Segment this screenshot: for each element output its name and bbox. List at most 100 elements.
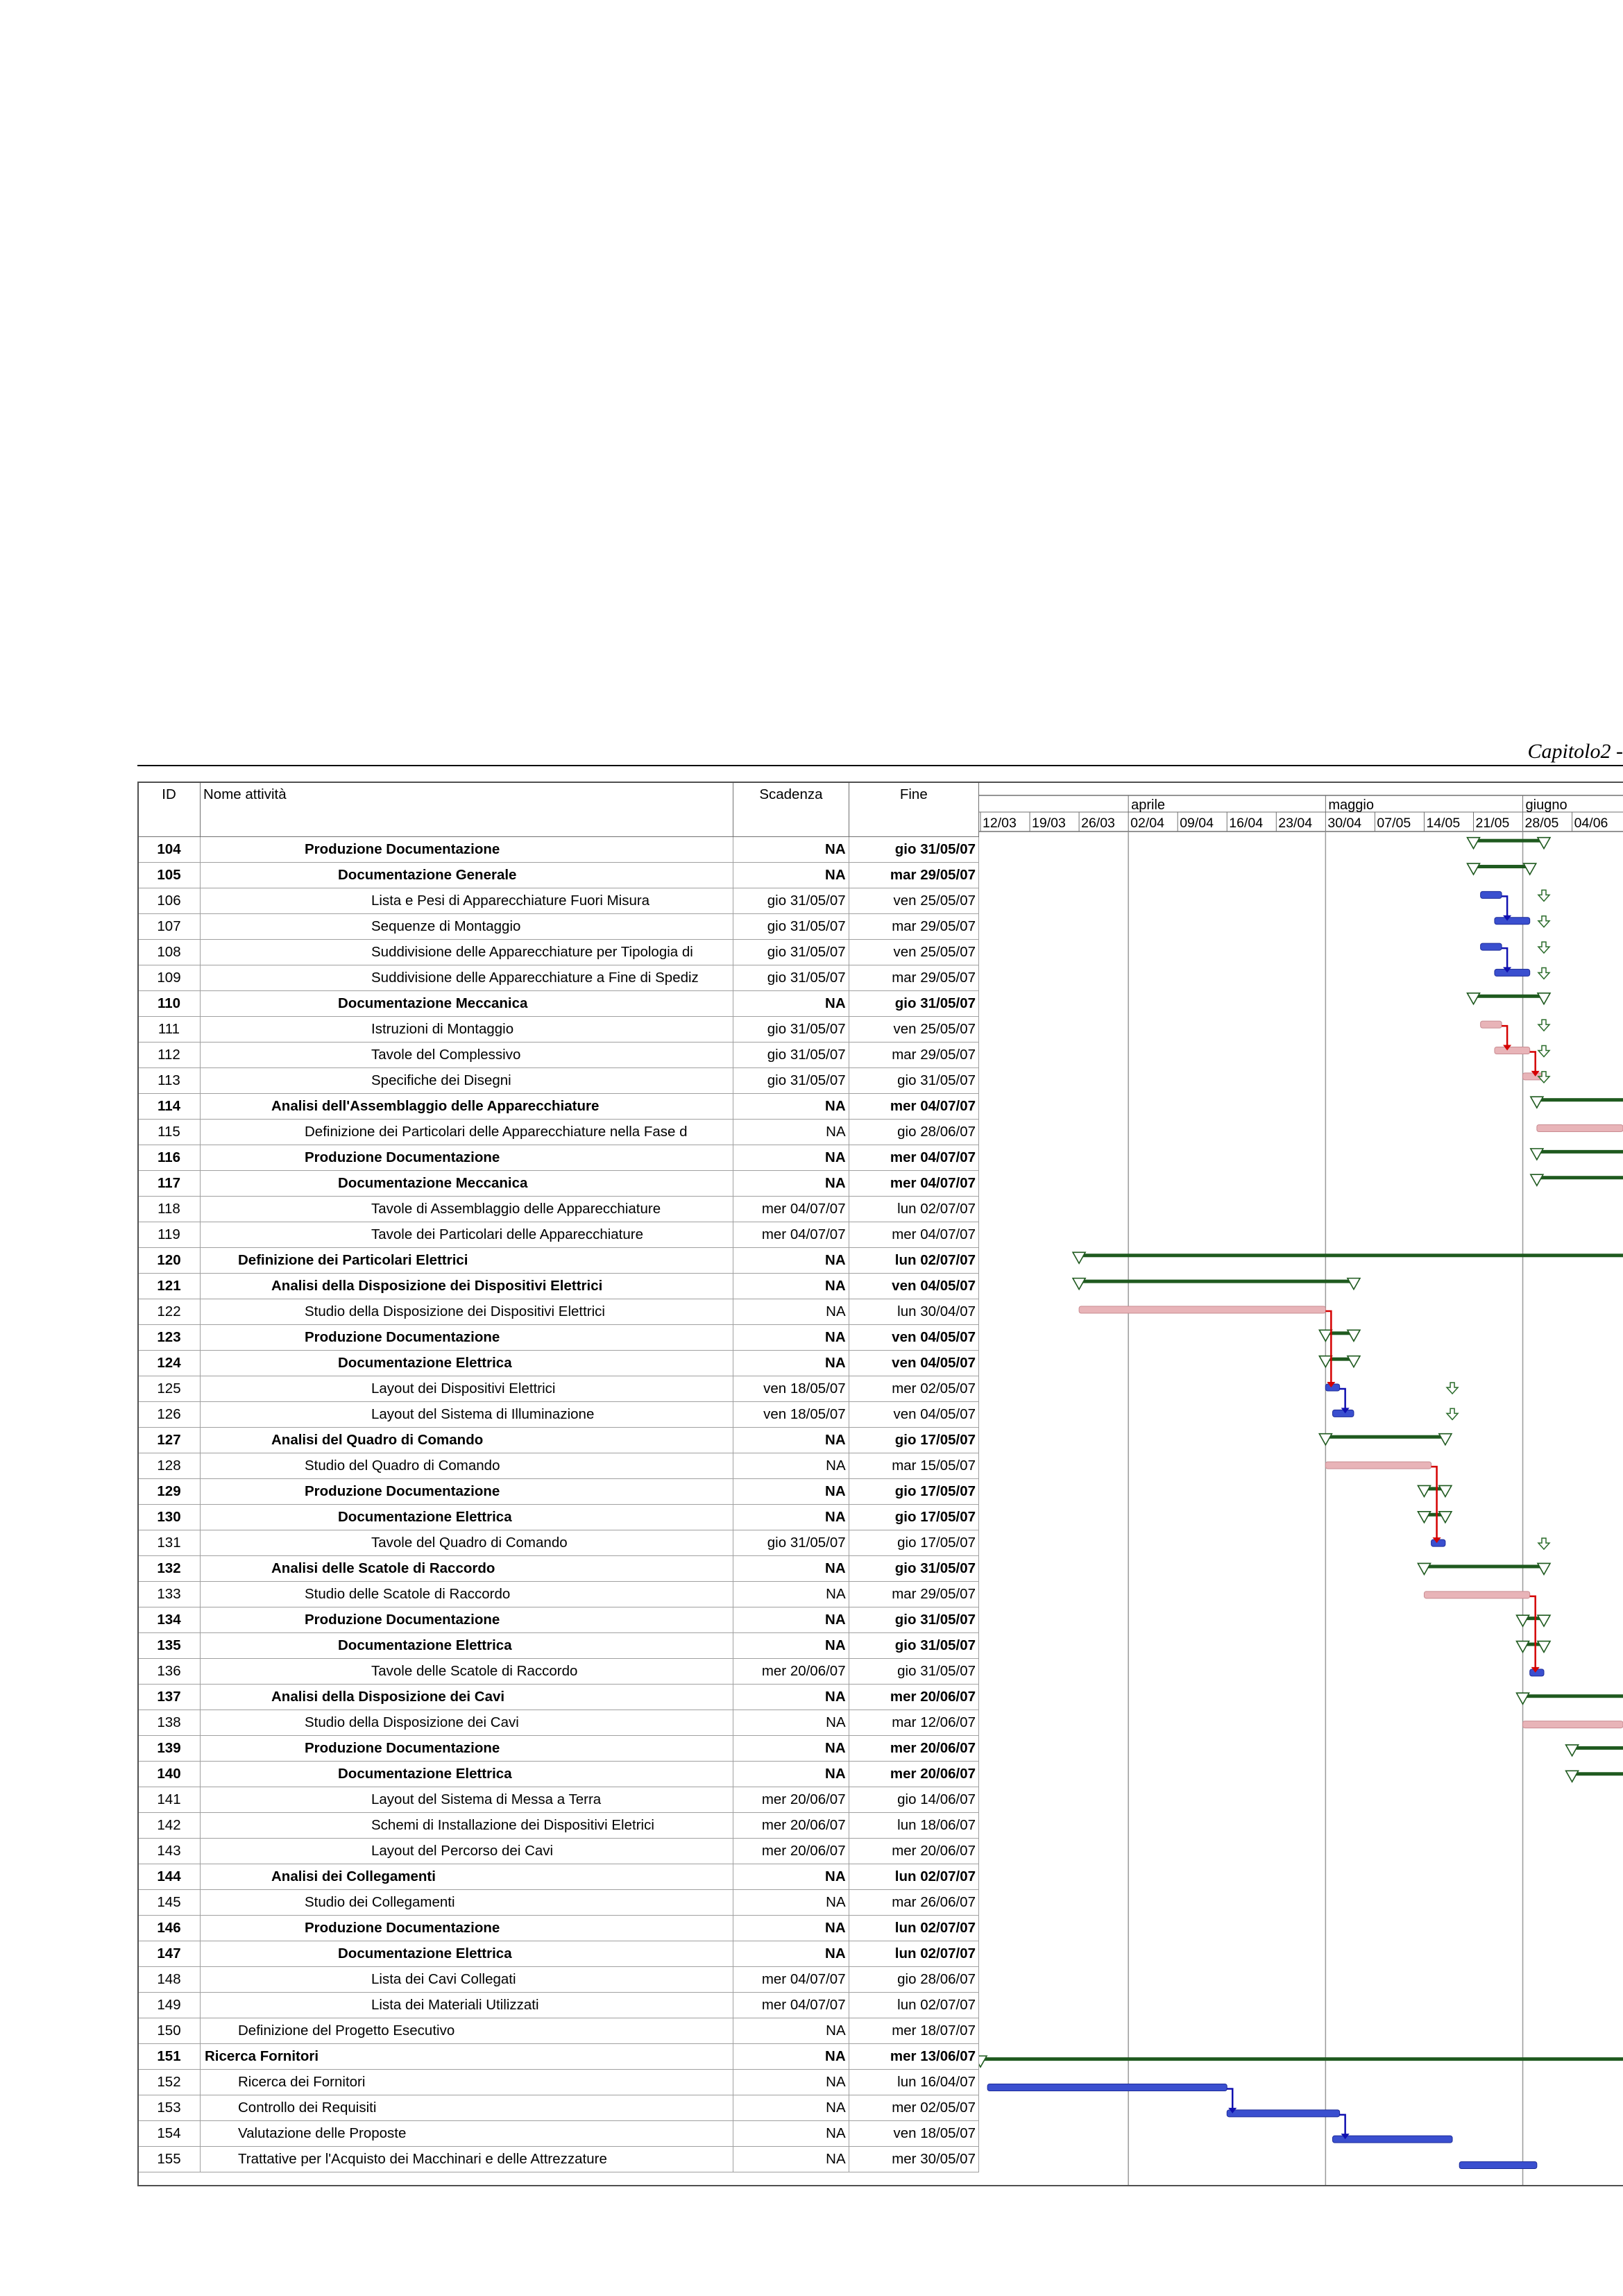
- summary-bar: [1325, 1357, 1354, 1361]
- task-end: mar 12/06/07: [848, 1710, 980, 1736]
- table-row[interactable]: 150 Definizione del Progetto Esecutivo NA m…: [137, 2018, 980, 2044]
- table-row[interactable]: 130 Documentazione Elettrica NA gio 17/05/0…: [137, 1504, 980, 1530]
- task-end: ven 04/05/07: [848, 1273, 980, 1299]
- task-end: gio 17/05/07: [848, 1478, 980, 1505]
- table-row[interactable]: 138 Studio della Disposizione dei Cavi NA m…: [137, 1710, 980, 1736]
- table-row[interactable]: 105 Documentazione Generale NA mar 29/05/07: [137, 862, 980, 888]
- table-row[interactable]: 111 Istruzioni di Montaggio gio 31/05/07 ve…: [137, 1016, 980, 1043]
- table-row[interactable]: 121 Analisi della Disposizione dei Dispos…: [137, 1273, 980, 1299]
- table-row[interactable]: 119 Tavole dei Particolari delle Apparecc…: [137, 1222, 980, 1248]
- table-row[interactable]: 154 Valutazione delle Proposte NA ven 18/05…: [137, 2120, 980, 2147]
- header-rule: [137, 765, 1623, 766]
- table-row[interactable]: 144 Analisi dei Collegamenti NA lun 02/07/0…: [137, 1864, 980, 1890]
- deadline-marker: [1537, 1019, 1551, 1032]
- dependency-arrowhead: [1432, 1537, 1441, 1544]
- summary-bar: [980, 2057, 1623, 2061]
- table-row[interactable]: 152 Ricerca dei Fornitori NA lun 16/04/07: [137, 2069, 980, 2095]
- table-row[interactable]: 107 Sequenze di Montaggio gio 31/05/07 mar …: [137, 913, 980, 940]
- table-row[interactable]: 116 Produzione Documentazione NA mer 04/07/…: [137, 1145, 980, 1171]
- table-row[interactable]: 137 Analisi della Disposizione dei Cavi NA…: [137, 1684, 980, 1710]
- task-deadline: NA: [733, 1632, 849, 1659]
- table-row[interactable]: 149 Lista dei Materiali Utilizzati mer 04/…: [137, 1992, 980, 2018]
- table-row[interactable]: 146 Produzione Documentazione NA lun 02/07/…: [137, 1915, 980, 1941]
- table-row[interactable]: 155 Trattative per l'Acquisto dei Macchin…: [137, 2146, 980, 2172]
- table-row[interactable]: 147 Documentazione Elettrica NA lun 02/07/0…: [137, 1941, 980, 1967]
- summary-bar: [1473, 838, 1544, 843]
- dependency-link: [1529, 1595, 1536, 1669]
- dependency-link: [1529, 1051, 1536, 1072]
- table-row[interactable]: 113 Specifiche dei Disegni gio 31/05/07 gio…: [137, 1067, 980, 1094]
- task-id: 134: [137, 1607, 201, 1633]
- table-row[interactable]: 134 Produzione Documentazione NA gio 31/05/…: [137, 1607, 980, 1633]
- task-bar: [1423, 1591, 1531, 1599]
- table-row[interactable]: 148 Lista dei Cavi Collegati mer 04/07/07 g…: [137, 1966, 980, 1993]
- table-row[interactable]: 129 Produzione Documentazione NA gio 17/05/…: [137, 1478, 980, 1505]
- task-end: mar 26/06/07: [848, 1889, 980, 1916]
- dependency-arrowhead: [1531, 1666, 1540, 1673]
- table-row[interactable]: 117 Documentazione Meccanica NA mer 04/07/0…: [137, 1170, 980, 1197]
- table-row[interactable]: 139 Produzione Documentazione NA mer 20/06/…: [137, 1735, 980, 1762]
- summary-bar: [1424, 1512, 1445, 1517]
- table-row[interactable]: 114 Analisi dell'Assemblaggio delle Appar…: [137, 1093, 980, 1120]
- column-header-deadline[interactable]: Scadenza: [733, 782, 849, 837]
- table-row[interactable]: 125 Layout dei Dispositivi Elettrici ven 1…: [137, 1376, 980, 1402]
- table-row[interactable]: 106 Lista e Pesi di Apparecchiature Fuori…: [137, 888, 980, 914]
- table-row[interactable]: 110 Documentazione Meccanica NA gio 31/05/0…: [137, 990, 980, 1017]
- table-row[interactable]: 145 Studio dei Collegamenti NA mar 26/06/07: [137, 1889, 980, 1916]
- table-row[interactable]: 141 Layout del Sistema di Messa a Terra me…: [137, 1787, 980, 1813]
- table-row[interactable]: 127 Analisi del Quadro di Comando NA gio 17…: [137, 1427, 980, 1453]
- page-header-title: Capitolo2 -: [1527, 740, 1623, 763]
- task-name: Analisi della Disposizione dei Dispositi…: [199, 1273, 734, 1299]
- task-deadline: mer 04/07/07: [733, 1966, 849, 1993]
- task-end: mar 29/05/07: [848, 965, 980, 991]
- week-label: 14/05: [1426, 816, 1460, 831]
- table-row[interactable]: 108 Suddivisione delle Apparecchiature pe…: [137, 939, 980, 965]
- column-header-end[interactable]: Fine: [848, 782, 980, 837]
- column-header-id[interactable]: ID: [137, 782, 201, 837]
- summary-end-marker: [1565, 1744, 1579, 1757]
- table-row[interactable]: 153 Controllo dei Requisiti NA mer 02/05/07: [137, 2095, 980, 2121]
- table-row[interactable]: 140 Documentazione Elettrica NA mer 20/06/0…: [137, 1761, 980, 1787]
- dependency-link: [1502, 895, 1509, 917]
- table-row[interactable]: 122 Studio della Disposizione dei Disposi…: [137, 1299, 980, 1325]
- task-deadline: gio 31/05/07: [733, 913, 849, 940]
- table-row[interactable]: 115 Definizione dei Particolari delle App…: [137, 1119, 980, 1145]
- table-row[interactable]: 132 Analisi delle Scatole di Raccordo NA gi…: [137, 1555, 980, 1582]
- task-id: 141: [137, 1787, 201, 1813]
- task-deadline: NA: [733, 1324, 849, 1351]
- task-end: mer 02/05/07: [848, 1376, 980, 1402]
- table-row[interactable]: 142 Schemi di Installazione dei Dispositi…: [137, 1812, 980, 1839]
- task-bar: [1536, 1124, 1623, 1133]
- table-row[interactable]: 123 Produzione Documentazione NA ven 04/05/…: [137, 1324, 980, 1351]
- table-row[interactable]: 136 Tavole delle Scatole di Raccordo mer 2…: [137, 1658, 980, 1685]
- summary-end-marker: [1417, 1510, 1431, 1524]
- table-row[interactable]: 126 Layout del Sistema di Illuminazione ve…: [137, 1401, 980, 1428]
- task-name: Layout del Sistema di Illuminazione: [199, 1401, 734, 1428]
- table-row[interactable]: 104 Produzione Documentazione NA gio 31/05/…: [137, 836, 980, 863]
- task-end: lun 18/06/07: [848, 1812, 980, 1839]
- table-row[interactable]: 131 Tavole del Quadro di Comando gio 31/05…: [137, 1530, 980, 1556]
- summary-end-marker: [1346, 1277, 1361, 1291]
- task-bar: [1522, 1721, 1623, 1729]
- table-row[interactable]: 124 Documentazione Elettrica NA ven 04/05/0…: [137, 1350, 980, 1376]
- dependency-link: [1339, 1387, 1346, 1410]
- task-deadline: NA: [733, 1581, 849, 1607]
- task-name: Valutazione delle Proposte: [199, 2120, 734, 2147]
- table-row[interactable]: 133 Studio delle Scatole di Raccordo NA mar…: [137, 1581, 980, 1607]
- task-deadline: NA: [733, 1119, 849, 1145]
- table-row[interactable]: 112 Tavole del Complessivo gio 31/05/07 mar…: [137, 1042, 980, 1068]
- table-row[interactable]: 118 Tavole di Assemblaggio delle Apparecc…: [137, 1196, 980, 1222]
- table-row[interactable]: 128 Studio del Quadro di Comando NA mar 15/…: [137, 1453, 980, 1479]
- table-row[interactable]: 151 Ricerca Fornitori NA mer 13/06/07: [137, 2043, 980, 2070]
- table-row[interactable]: 120 Definizione dei Particolari Elettrici…: [137, 1247, 980, 1274]
- task-end: lun 02/07/07: [848, 1196, 980, 1222]
- column-header-name[interactable]: Nome attività: [199, 782, 734, 837]
- table-row[interactable]: 135 Documentazione Elettrica NA gio 31/05/0…: [137, 1632, 980, 1659]
- table-row[interactable]: 109 Suddivisione delle Apparecchiature a …: [137, 965, 980, 991]
- table-row[interactable]: 143 Layout del Percorso dei Cavi mer 20/06…: [137, 1838, 980, 1864]
- task-id: 113: [137, 1067, 201, 1094]
- deadline-marker: [1537, 889, 1551, 902]
- task-name: Ricerca Fornitori: [199, 2043, 734, 2070]
- task-deadline: mer 20/06/07: [733, 1838, 849, 1864]
- task-deadline: NA: [733, 1864, 849, 1890]
